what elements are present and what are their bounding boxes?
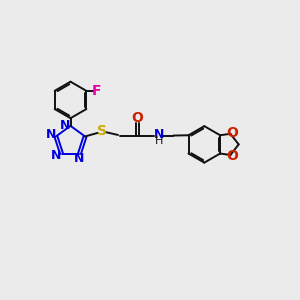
- Text: N: N: [60, 119, 71, 132]
- Text: O: O: [226, 126, 238, 140]
- Text: N: N: [154, 128, 164, 141]
- Text: N: N: [74, 152, 84, 165]
- Text: O: O: [131, 111, 143, 125]
- Text: S: S: [97, 124, 107, 138]
- Text: F: F: [92, 84, 102, 98]
- Text: N: N: [51, 148, 62, 161]
- Text: O: O: [226, 149, 238, 163]
- Text: N: N: [46, 128, 56, 142]
- Text: H: H: [154, 136, 163, 146]
